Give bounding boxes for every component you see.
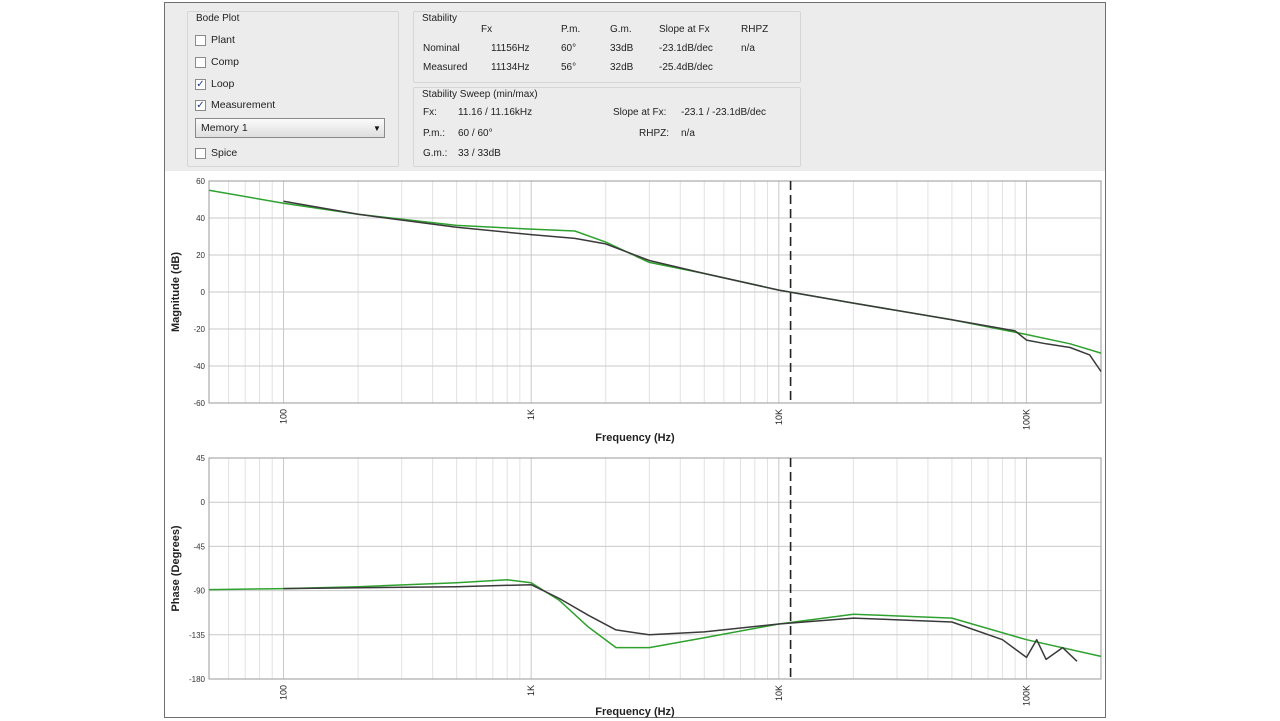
stability-header-gm: G.m. [610,24,632,35]
stability-sweep-group: Stability Sweep (min/max) [413,87,801,167]
y-tick-label: -45 [193,542,205,551]
plot-border [208,180,1102,404]
x-tick-label: 10K [774,685,784,701]
phase-chart: 45 0 -45 -90 -135 -180 100 1K 10K 100K Frequency (… [170,454,1102,718]
x-tick-label: 1K [526,409,536,420]
plant-checkbox-label: Plant [211,34,235,46]
measurement-checkbox-label: Measurement [211,99,276,111]
sweep-fx-label: Fx: [423,107,437,118]
measurement-checkbox[interactable]: ✓ Measurement [195,97,275,113]
chevron-down-icon[interactable]: ▼ [373,123,381,133]
controls-panel: Bode Plot Plant Comp ✓ Loop ✓ Measuremen… [165,3,1105,171]
loop-checkbox-label: Loop [211,78,235,90]
stability-header-pm: P.m. [561,24,581,35]
plot-border [208,457,1102,680]
plant-checkbox-box[interactable] [195,34,206,46]
stability-group: Stability [413,11,801,83]
nominal-rhpz: n/a [741,43,755,54]
bode-plot-window: Bode Plot Plant Comp ✓ Loop ✓ Measuremen… [164,2,1106,718]
comp-checkbox[interactable]: Comp [195,54,239,70]
y-tick-label: -135 [189,631,206,640]
sweep-pm-label: P.m.: [423,128,446,139]
sweep-rhpz-label: RHPZ: [639,128,669,139]
y-tick-label: -90 [193,587,205,596]
stability-header-fx: Fx [481,24,493,35]
measured-row-label: Measured [423,62,468,73]
sweep-gm-label: G.m.: [423,148,448,159]
comp-checkbox-label: Comp [211,56,240,68]
x-tick-label: 100K [1021,409,1031,430]
y-tick-label: 0 [201,498,206,507]
bode-plot-group: Bode Plot [187,11,399,167]
series-line [283,200,1102,372]
sweep-slope-label: Slope at Fx: [613,107,667,118]
loop-checkbox[interactable]: ✓ Loop [195,76,234,92]
y-tick-label: -60 [193,399,205,408]
stability-header-rhpz: RHPZ [741,24,769,35]
measured-gm: 32dB [610,62,634,73]
y-tick-label: -180 [189,675,206,684]
y-tick-label: -20 [193,325,205,334]
memory-select-value: Memory 1 [201,122,248,134]
series-line [208,579,1102,658]
x-tick-label: 100K [1021,685,1031,706]
nominal-fx: 11156Hz [491,43,530,54]
y-axis-title: Phase (Degrees) [170,525,182,612]
x-axis-title: Frequency (Hz) [595,706,675,718]
x-tick-label: 1K [526,685,536,696]
x-tick-label: 10K [774,409,784,425]
measurement-checkbox-box[interactable]: ✓ [195,99,206,111]
y-tick-label: 45 [196,454,205,463]
stability-group-title: Stability [420,13,460,24]
sweep-fx-value: 11.16 / 11.16kHz [458,107,533,118]
measured-slope: -25.4dB/dec [659,62,713,73]
y-tick-label: 60 [196,177,205,186]
spice-checkbox-label: Spice [211,147,238,159]
nominal-pm: 60° [561,43,577,54]
sweep-slope-value: -23.1 / -23.1dB/dec [681,107,767,118]
sweep-gm-value: 33 / 33dB [458,148,501,159]
memory-select[interactable]: Memory 1 ▼ [195,118,385,138]
measured-pm: 56° [561,62,577,73]
bode-plot-group-title: Bode Plot [194,13,242,24]
spice-checkbox-box[interactable] [195,147,206,159]
comp-checkbox-box[interactable] [195,56,206,68]
y-tick-label: 0 [201,288,206,297]
nominal-row-label: Nominal [423,43,460,54]
stability-sweep-group-title: Stability Sweep (min/max) [420,89,540,100]
y-tick-label: 40 [196,214,205,223]
loop-checkbox-box[interactable]: ✓ [195,78,206,90]
y-tick-label: 20 [196,251,205,260]
y-axis-title: Magnitude (dB) [170,252,182,332]
x-tick-label: 100 [279,409,289,424]
series-line [283,583,1078,662]
nominal-slope: -23.1dB/dec [659,43,713,54]
nominal-gm: 33dB [610,43,634,54]
plant-checkbox[interactable]: Plant [195,32,235,48]
x-axis-title: Frequency (Hz) [595,432,675,444]
measured-fx: 11134Hz [491,62,530,73]
sweep-pm-value: 60 / 60° [458,128,493,139]
stability-header-slope: Slope at Fx [659,24,710,35]
y-tick-label: -40 [193,362,205,371]
sweep-rhpz-value: n/a [681,128,695,139]
x-tick-label: 100 [279,685,289,700]
spice-checkbox[interactable]: Spice [195,145,237,161]
magnitude-chart: 60 40 20 0 -20 -40 -60 100 1K 10K 100K Frequency (H… [170,177,1102,444]
